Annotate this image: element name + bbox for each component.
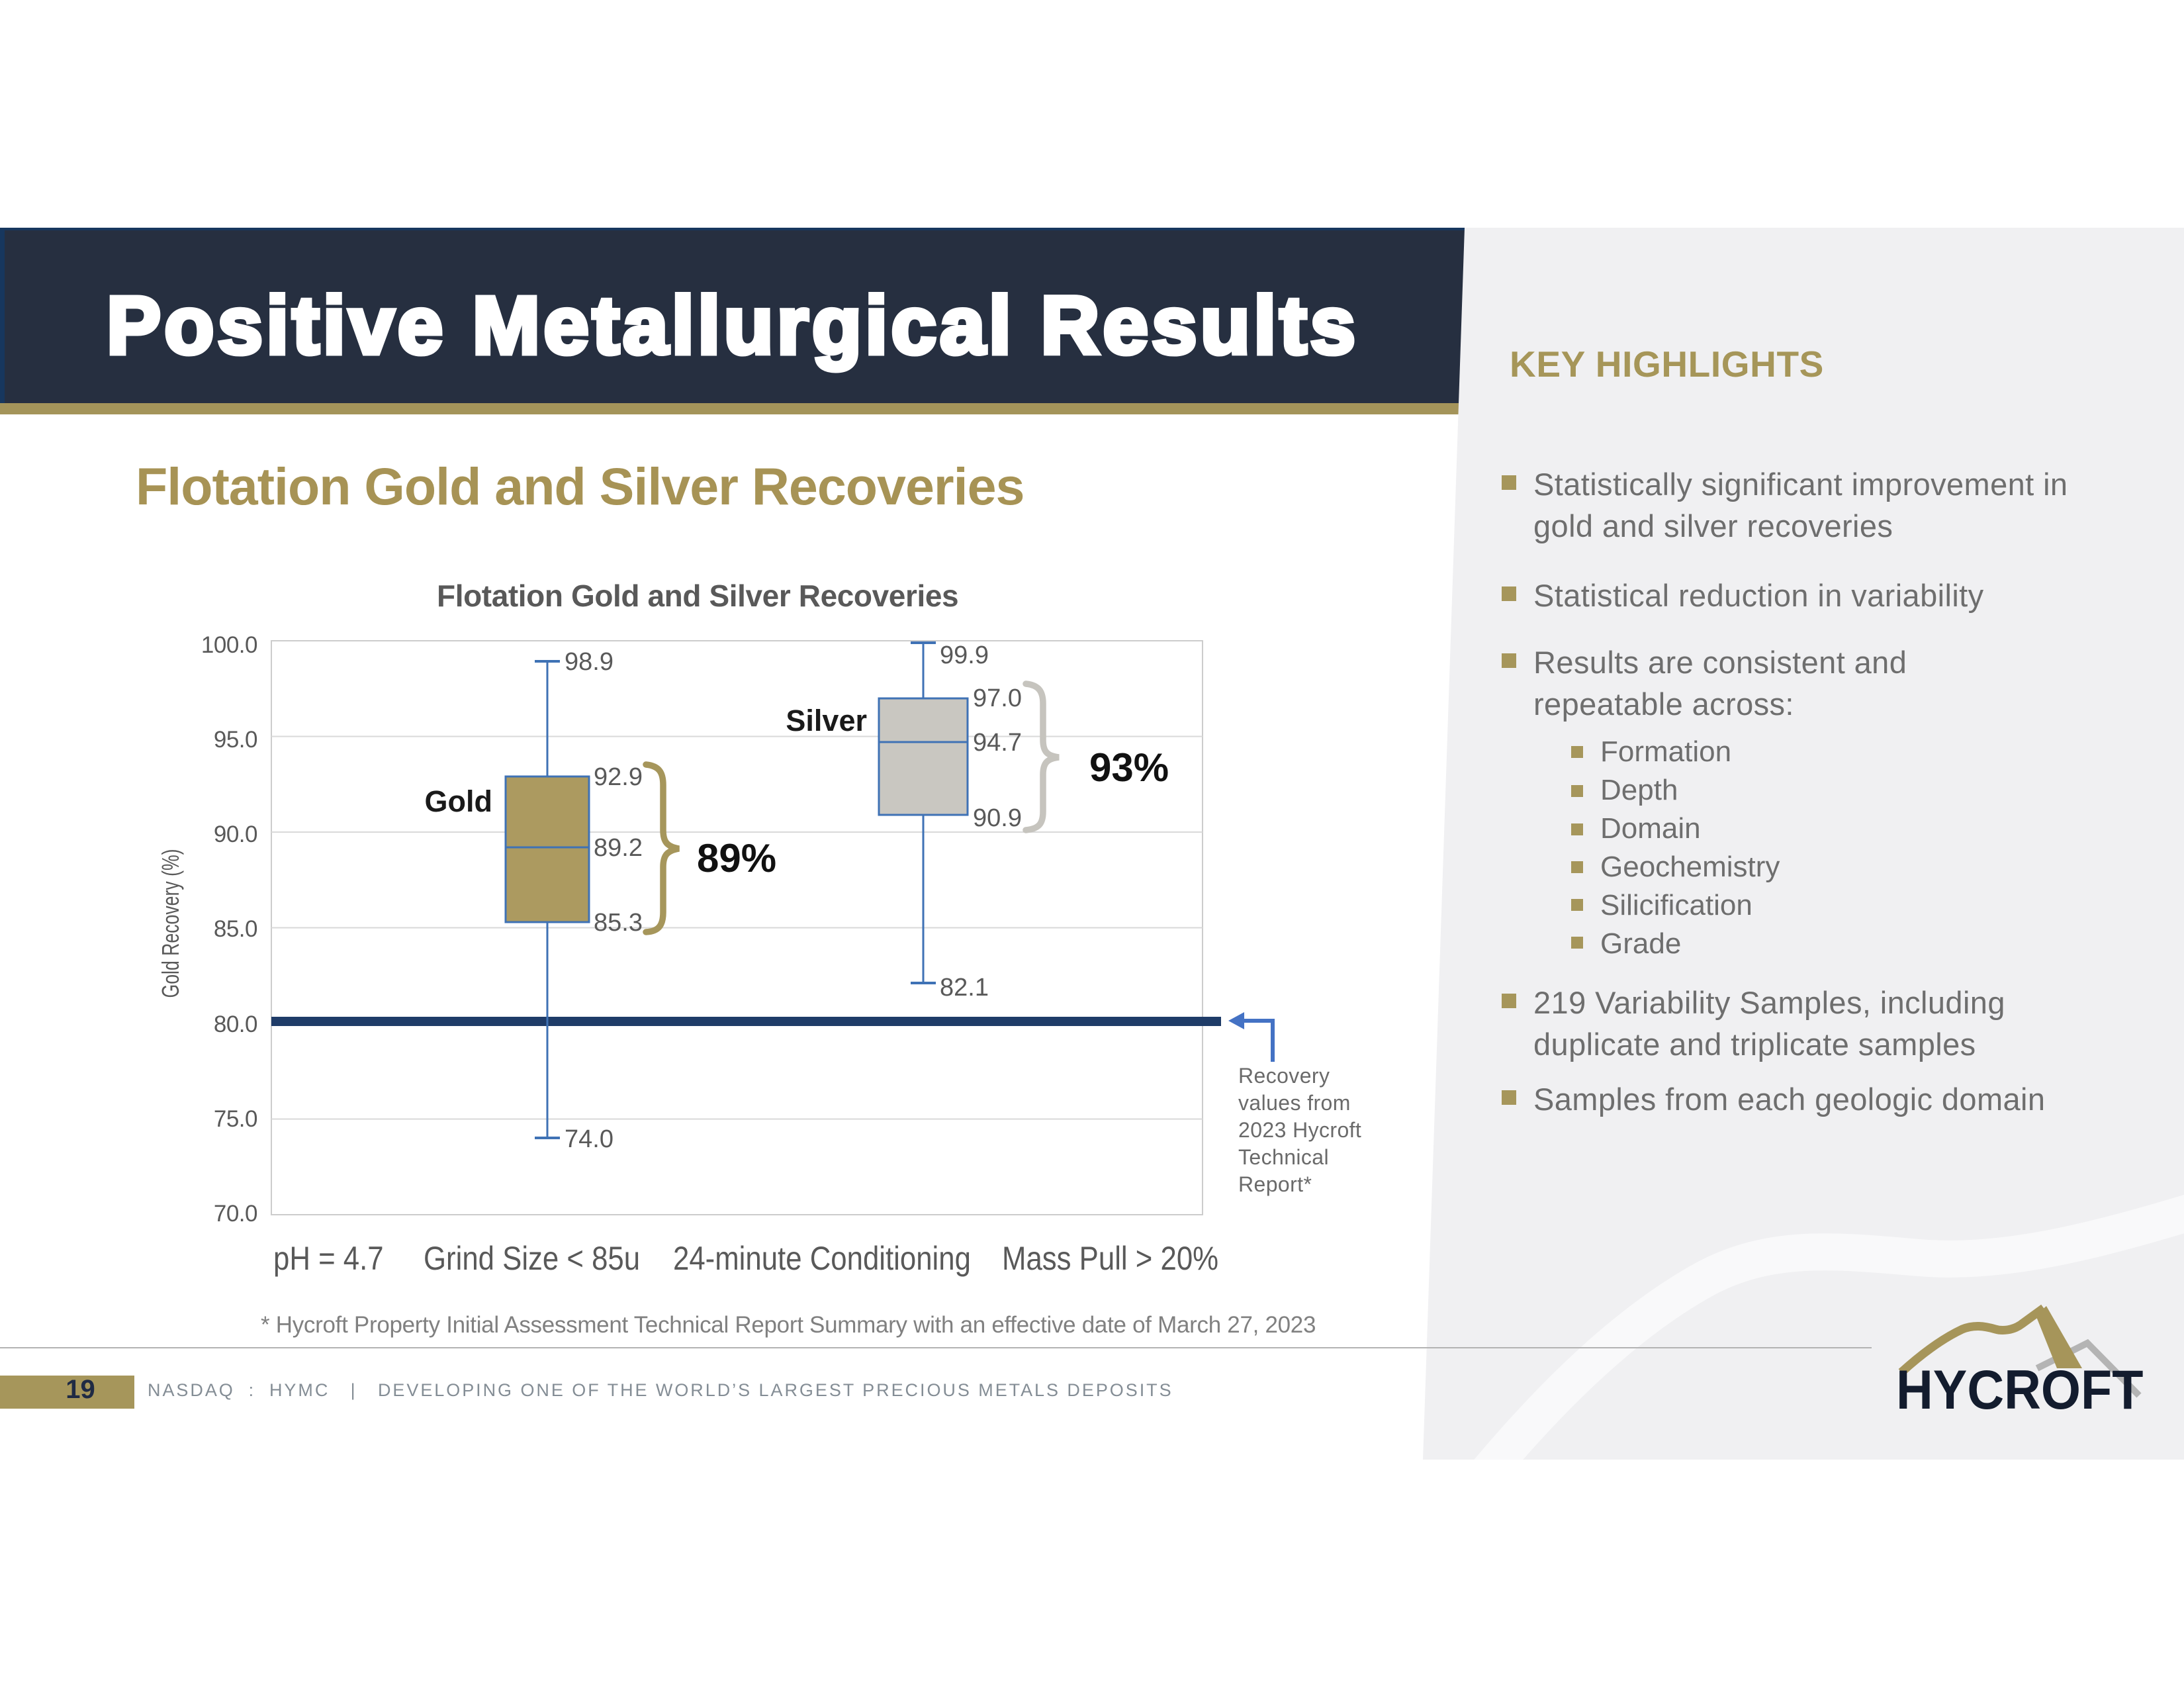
svg-text:100.0: 100.0 [201, 632, 257, 658]
svg-text:89%: 89% [697, 836, 776, 880]
svg-text:85.3: 85.3 [594, 909, 643, 937]
svg-text:92.9: 92.9 [594, 763, 643, 791]
svg-text:74.0: 74.0 [565, 1125, 614, 1153]
svg-text:90.9: 90.9 [973, 804, 1022, 832]
svg-text:80.0: 80.0 [214, 1011, 257, 1037]
svg-text:89.2: 89.2 [594, 834, 643, 862]
svg-text:97.0: 97.0 [973, 684, 1022, 712]
svg-text:82.1: 82.1 [940, 974, 989, 1002]
svg-text:98.9: 98.9 [565, 648, 614, 676]
svg-text:Flotation Gold and Silver Reco: Flotation Gold and Silver Recoveries [437, 579, 958, 613]
svg-text:85.0: 85.0 [214, 916, 257, 942]
svg-text:Gold Recovery (%): Gold Recovery (%) [157, 849, 184, 998]
svg-text:94.7: 94.7 [973, 729, 1022, 757]
svg-text:75.0: 75.0 [214, 1106, 257, 1132]
svg-text:93%: 93% [1089, 745, 1169, 790]
svg-text:70.0: 70.0 [214, 1201, 257, 1227]
svg-text:HYCROFT: HYCROFT [1896, 1359, 2143, 1421]
svg-text:90.0: 90.0 [214, 821, 257, 847]
svg-text:Gold: Gold [425, 784, 492, 818]
svg-text:95.0: 95.0 [214, 727, 257, 753]
svg-text:Silver: Silver [786, 704, 867, 737]
svg-text:99.9: 99.9 [940, 641, 989, 669]
